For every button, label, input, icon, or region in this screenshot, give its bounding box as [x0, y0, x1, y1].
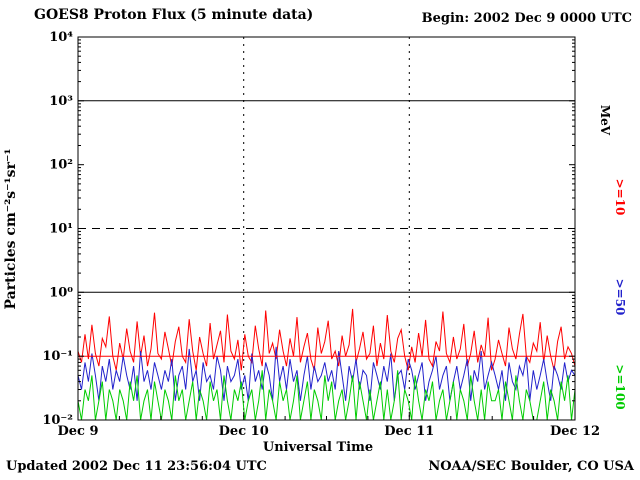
right-axis-title: MeV: [598, 105, 612, 136]
source-label: NOAA/SEC Boulder, CO USA: [428, 459, 635, 474]
xtick-label: Dec 11: [384, 424, 434, 439]
xtick-label: Dec 12: [550, 424, 600, 439]
chart-title: GOES8 Proton Flux (5 minute data): [34, 7, 313, 23]
y-axis-label: Particles cm⁻²s⁻¹sr⁻¹: [3, 149, 19, 310]
gridlines: [78, 37, 575, 420]
xtick-label: Dec 10: [219, 424, 269, 439]
axis-ticks: [77, 36, 576, 421]
ytick-label: 10⁴: [49, 30, 73, 45]
updated-label: Updated 2002 Dec 11 23:56:04 UTC: [6, 459, 267, 474]
ytick-label: 10³: [49, 94, 73, 109]
ytick-label: 10¹: [49, 222, 73, 237]
series-line->=50 MeV: [77, 346, 576, 401]
legend-ge10: >=10: [613, 179, 627, 216]
ytick-label: 10⁻²: [42, 413, 73, 428]
ytick-label: 10⁻¹: [42, 349, 73, 364]
x-axis-label: Universal Time: [263, 440, 373, 455]
legend-ge100: >=100: [613, 364, 627, 409]
xtick-label: Dec 9: [57, 424, 98, 439]
legend-ge50: >=50: [613, 279, 627, 316]
series-lines: [77, 308, 576, 421]
begin-label: Begin: 2002 Dec 9 0000 UTC: [422, 11, 632, 26]
ytick-label: 10⁰: [49, 285, 73, 300]
series-line->=10 MeV: [77, 308, 576, 371]
ytick-label: 10²: [49, 158, 73, 173]
